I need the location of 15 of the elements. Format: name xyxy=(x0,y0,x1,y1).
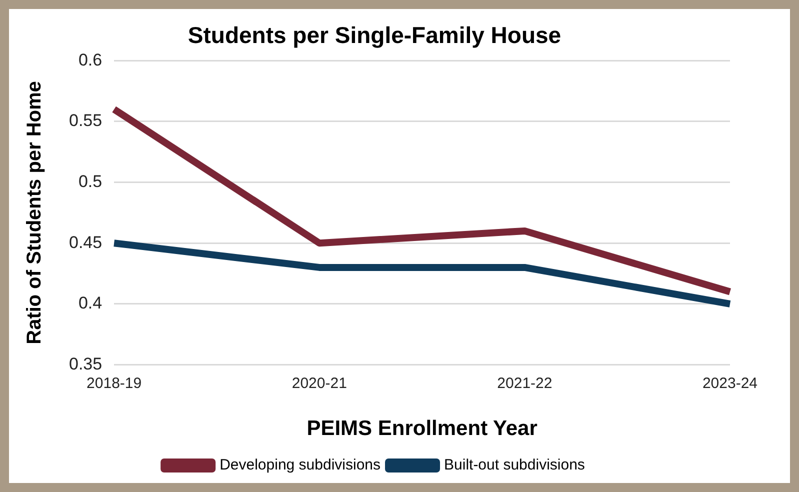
x-tick-label: 2021-22 xyxy=(497,374,552,392)
legend-label: Built-out subdivisions xyxy=(444,456,585,474)
x-tick-label: 2023-24 xyxy=(702,374,758,392)
y-tick-label: 0.5 xyxy=(78,172,102,191)
chart-title: Students per Single-Family House xyxy=(188,22,562,48)
legend-label: Developing subdivisions xyxy=(220,456,381,474)
y-tick-label: 0.35 xyxy=(68,354,102,374)
y-tick-label: 0.6 xyxy=(78,50,102,70)
y-tick-label: 0.55 xyxy=(68,111,102,130)
x-tick-label: 2020-21 xyxy=(292,374,347,392)
y-axis-title: Ratio of Students per Home xyxy=(24,81,46,344)
x-tick-label: 2018-19 xyxy=(86,374,142,392)
y-tick-label: 0.45 xyxy=(68,232,102,252)
y-tick-label: 0.4 xyxy=(78,294,102,313)
x-axis-title: PEIMS Enrollment Year xyxy=(306,417,538,440)
